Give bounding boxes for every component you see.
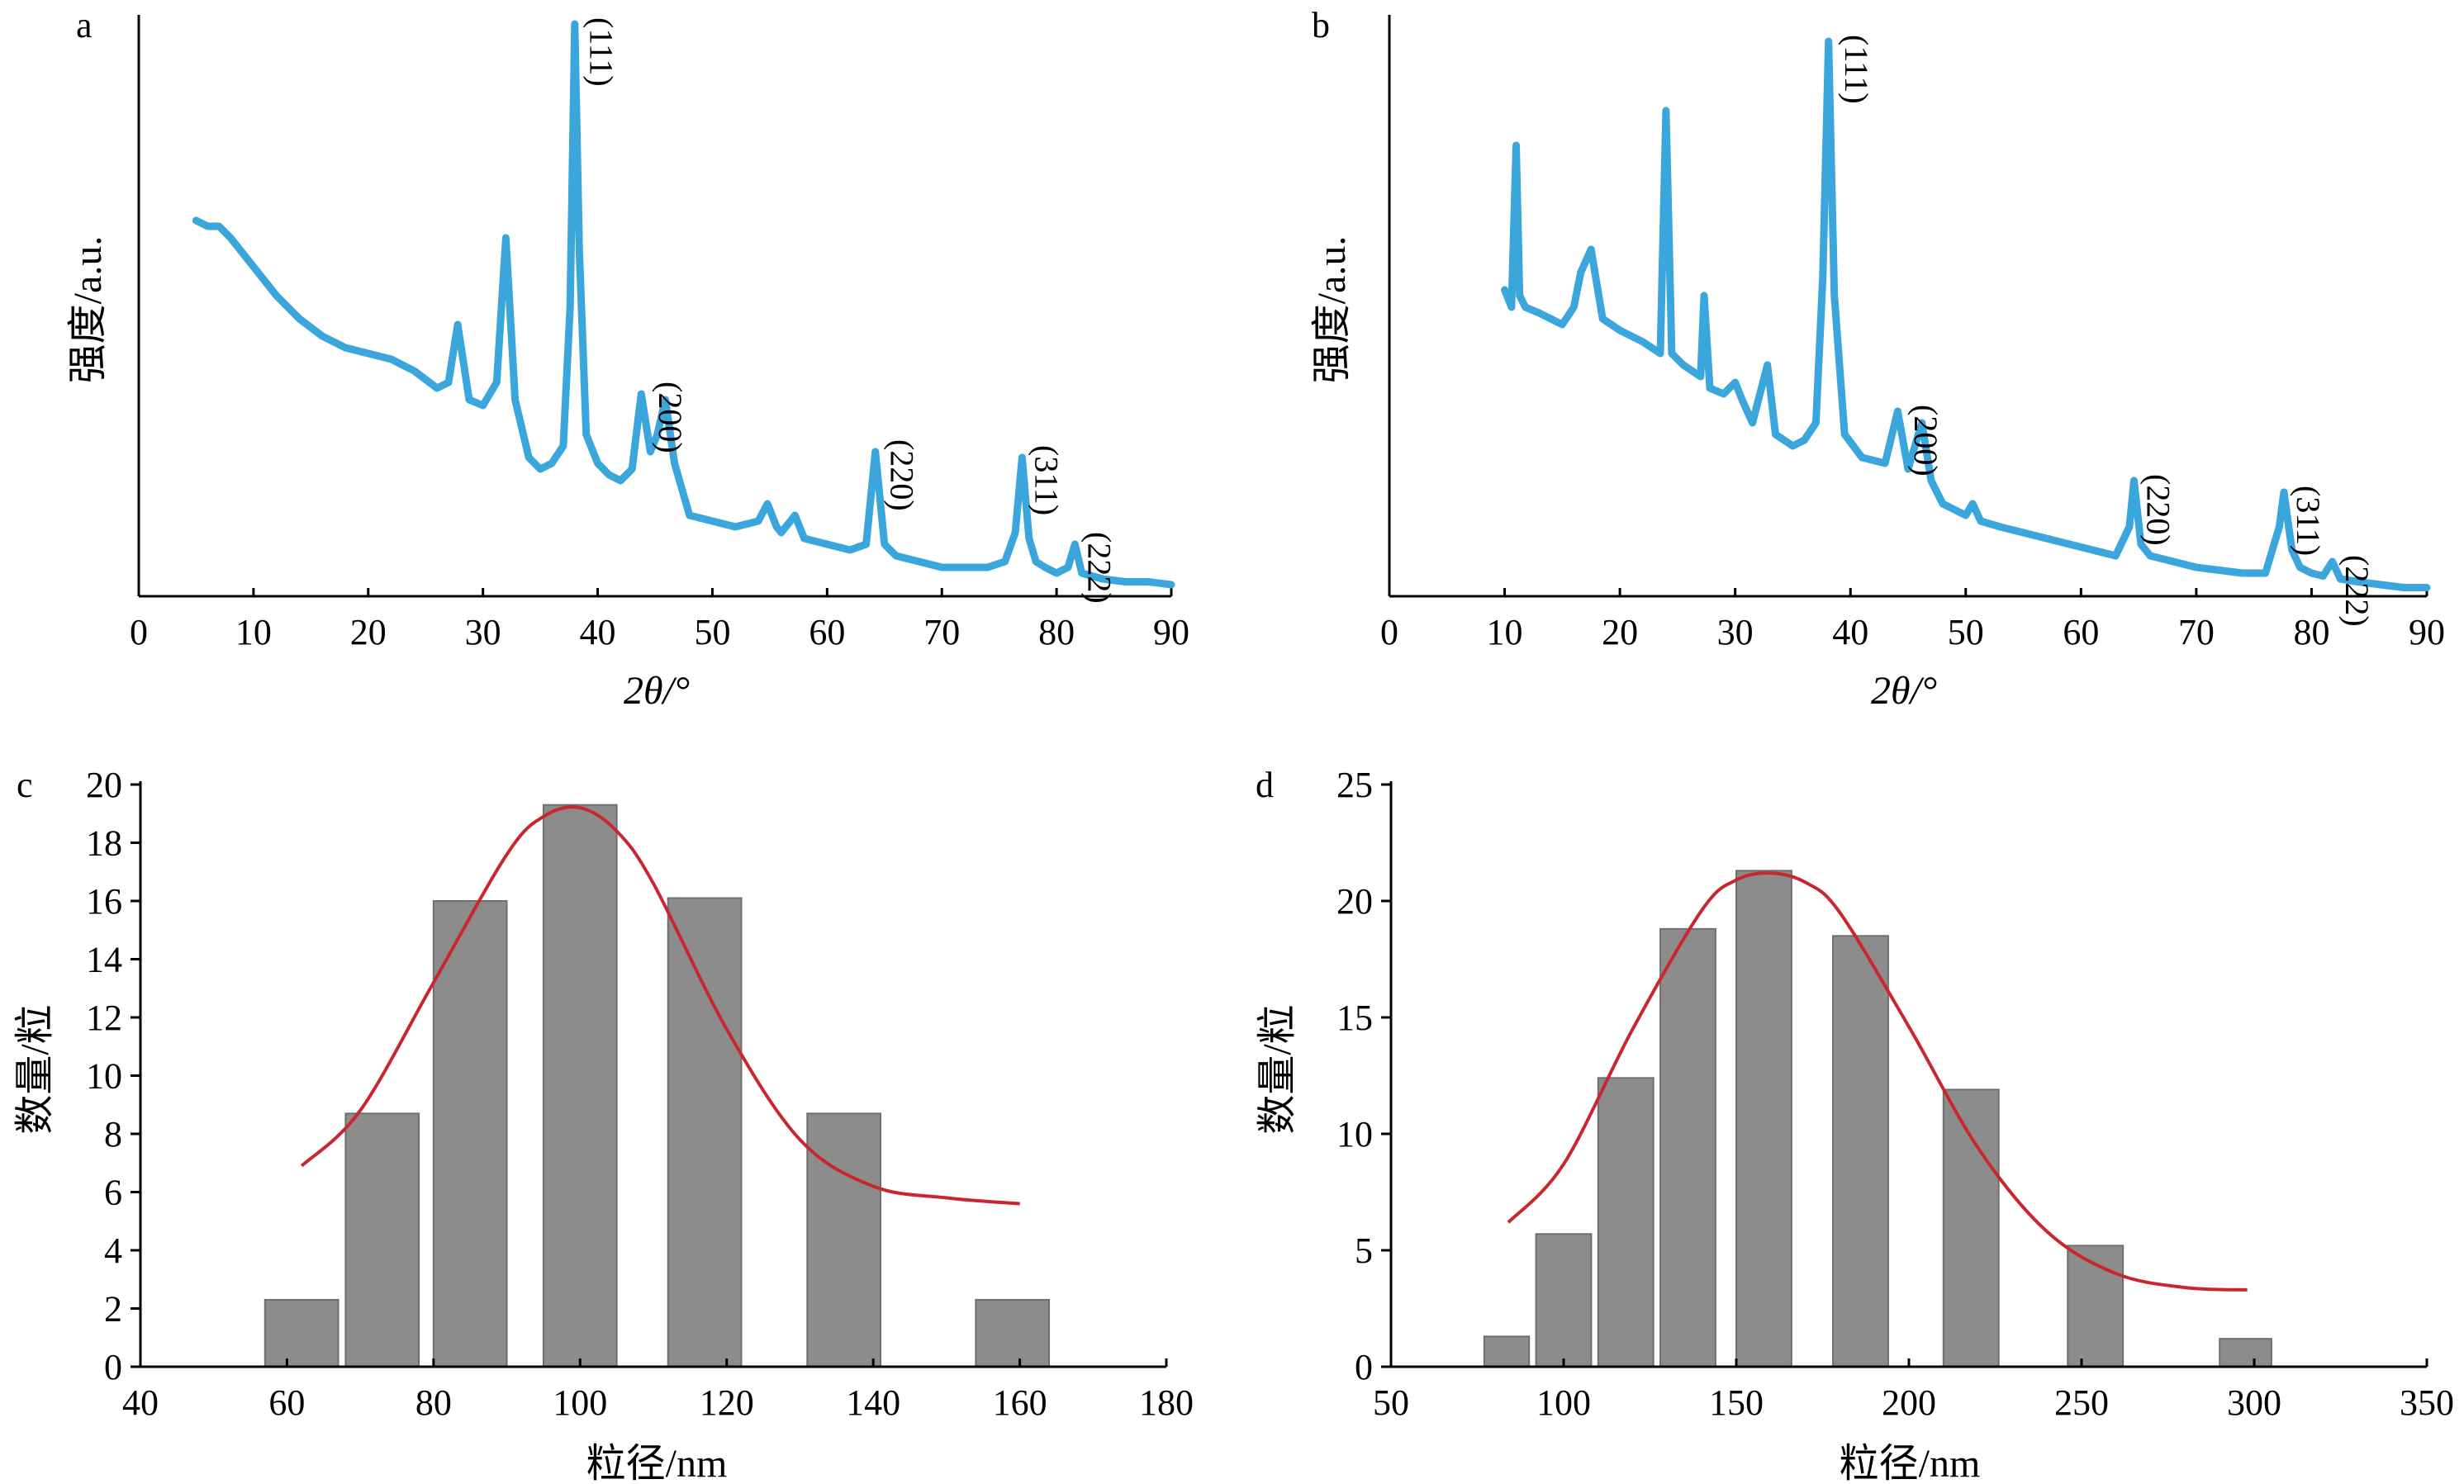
- panel-d: d 数量/粒 粒径/nm 50 100 150 200 250 300 350 0 5 10 15 2…: [1256, 765, 2454, 1484]
- panel-a: a 强度/a.u. 2θ/° 0 10 20 30 40 50 60 70 80 90 (111) (…: [66, 5, 1189, 713]
- x-tick-label-c-3: 100: [553, 1382, 607, 1423]
- x-tick-label-d-4: 250: [2054, 1382, 2109, 1423]
- x-tick-label-b-7: 70: [2178, 612, 2215, 652]
- x-axis-label-a: 2θ/°: [624, 669, 690, 713]
- y-tick-label-c-9: 18: [86, 823, 122, 864]
- x-tick-label-b-2: 20: [1602, 612, 1638, 652]
- peak-label-a-1: (200): [652, 382, 689, 453]
- x-tick-label-c-1: 60: [268, 1382, 305, 1423]
- x-tick-label-b-9: 90: [2409, 612, 2445, 652]
- fit-curve-c: [300, 805, 1020, 1206]
- panel-letter-a: a: [76, 5, 93, 45]
- x-axis-label-c: 粒径/nm: [586, 1442, 728, 1484]
- y-tick-label-d-0: 0: [1355, 1347, 1373, 1387]
- y-axis-label-a: 强度/a.u.: [66, 236, 110, 384]
- x-tick-label-c-2: 80: [415, 1382, 452, 1423]
- panel-letter-b: b: [1312, 5, 1330, 45]
- histogram-bar-d-4: [1735, 870, 1792, 1368]
- y-tick-label-d-1: 5: [1355, 1230, 1373, 1271]
- fit-curve-d: [1507, 871, 2248, 1292]
- x-tick-label-a-6: 60: [809, 612, 845, 652]
- x-tick-label-a-3: 30: [465, 612, 501, 652]
- histogram-bar-d-8: [2219, 1338, 2272, 1368]
- x-tick-label-c-0: 40: [122, 1382, 159, 1423]
- panel-c: c 数量/粒 粒径/nm 40 60 80 100 120 140 160 180 0 2 4 6 8 1…: [13, 765, 1194, 1484]
- peak-label-b-1: (200): [1907, 405, 1944, 476]
- histogram-bar-d-2: [1597, 1077, 1655, 1368]
- y-tick-label-d-4: 20: [1336, 881, 1373, 922]
- y-tick-label-c-5: 10: [86, 1056, 122, 1097]
- y-tick-label-c-10: 20: [86, 765, 122, 805]
- xrd-trace-a: [192, 20, 1175, 589]
- histogram-bar-c-3: [542, 804, 618, 1368]
- peak-label-b-2: (220): [2140, 474, 2177, 546]
- y-axis-label-d: 数量/粒: [1256, 1004, 1299, 1134]
- x-tick-label-b-4: 40: [1832, 612, 1868, 652]
- x-tick-label-b-8: 80: [2293, 612, 2329, 652]
- histogram-bar-c-4: [667, 897, 743, 1368]
- x-tick-label-a-0: 0: [130, 612, 148, 652]
- panel-letter-d: d: [1256, 765, 1274, 805]
- y-axis-label-b: 强度/a.u.: [1310, 236, 1354, 384]
- histogram-bar-d-3: [1659, 927, 1716, 1368]
- x-tick-label-d-2: 150: [1709, 1382, 1764, 1423]
- x-tick-label-d-1: 100: [1536, 1382, 1591, 1423]
- x-tick-label-d-5: 300: [2227, 1382, 2281, 1423]
- x-tick-label-d-6: 350: [2400, 1382, 2454, 1423]
- y-axis-label-c: 数量/粒: [13, 1004, 57, 1134]
- x-tick-label-a-1: 10: [235, 612, 272, 652]
- histogram-bar-c-6: [975, 1298, 1051, 1368]
- peak-label-b-0: (111): [1838, 35, 1875, 104]
- y-tick-label-c-2: 4: [104, 1230, 122, 1271]
- x-tick-label-c-4: 120: [700, 1382, 754, 1423]
- xrd-trace-b: [1501, 37, 2431, 591]
- histogram-bar-d-5: [1832, 935, 1889, 1368]
- x-tick-label-a-8: 80: [1038, 612, 1075, 652]
- histogram-bar-d-6: [1942, 1088, 2000, 1368]
- peak-label-b-4: (222): [2338, 555, 2376, 627]
- y-tick-label-c-4: 8: [104, 1114, 122, 1154]
- x-tick-label-d-3: 200: [1882, 1382, 1936, 1423]
- histogram-bar-c-2: [432, 900, 508, 1368]
- peak-label-b-3: (311): [2290, 486, 2327, 556]
- histogram-bar-c-0: [263, 1298, 339, 1368]
- panel-letter-c: c: [17, 765, 33, 805]
- x-tick-label-b-0: 0: [1380, 612, 1398, 652]
- x-tick-label-a-7: 70: [923, 612, 960, 652]
- x-tick-label-a-4: 40: [580, 612, 616, 652]
- peak-label-a-4: (222): [1081, 532, 1118, 604]
- histogram-bar-d-1: [1535, 1233, 1593, 1368]
- x-tick-label-c-6: 160: [993, 1382, 1047, 1423]
- x-tick-label-b-3: 30: [1717, 612, 1754, 652]
- x-tick-label-b-5: 50: [1948, 612, 1984, 652]
- peak-label-a-3: (311): [1028, 445, 1066, 515]
- x-tick-label-a-5: 50: [694, 612, 730, 652]
- y-tick-label-c-6: 12: [86, 998, 122, 1038]
- histogram-bar-c-1: [344, 1112, 420, 1368]
- x-tick-label-b-1: 10: [1487, 612, 1523, 652]
- x-tick-label-a-2: 20: [350, 612, 387, 652]
- panel-b: b 强度/a.u. 2θ/° 0 10 20 30 40 50 60 70 80 90 (111) (…: [1310, 5, 2445, 713]
- y-tick-label-d-5: 25: [1336, 765, 1373, 805]
- y-tick-label-c-3: 6: [104, 1173, 122, 1213]
- y-tick-label-c-0: 0: [104, 1347, 122, 1387]
- histogram-bar-c-5: [806, 1112, 882, 1368]
- x-tick-label-d-0: 50: [1373, 1382, 1409, 1423]
- x-tick-label-c-5: 140: [846, 1382, 900, 1423]
- x-tick-label-b-6: 60: [2063, 612, 2099, 652]
- y-tick-label-d-2: 10: [1336, 1114, 1373, 1154]
- y-tick-label-c-8: 16: [86, 881, 122, 922]
- y-tick-label-c-7: 14: [86, 940, 122, 980]
- peak-label-a-2: (220): [884, 439, 921, 511]
- y-tick-label-d-3: 15: [1336, 998, 1373, 1038]
- x-tick-label-c-7: 180: [1139, 1382, 1194, 1423]
- histogram-bar-d-0: [1483, 1335, 1531, 1368]
- x-tick-label-a-9: 90: [1153, 612, 1189, 652]
- x-axis-label-d: 粒径/nm: [1840, 1442, 1981, 1484]
- y-tick-label-c-1: 2: [104, 1289, 122, 1330]
- peak-label-a-0: (111): [583, 17, 620, 87]
- x-axis-label-b: 2θ/°: [1871, 669, 1937, 713]
